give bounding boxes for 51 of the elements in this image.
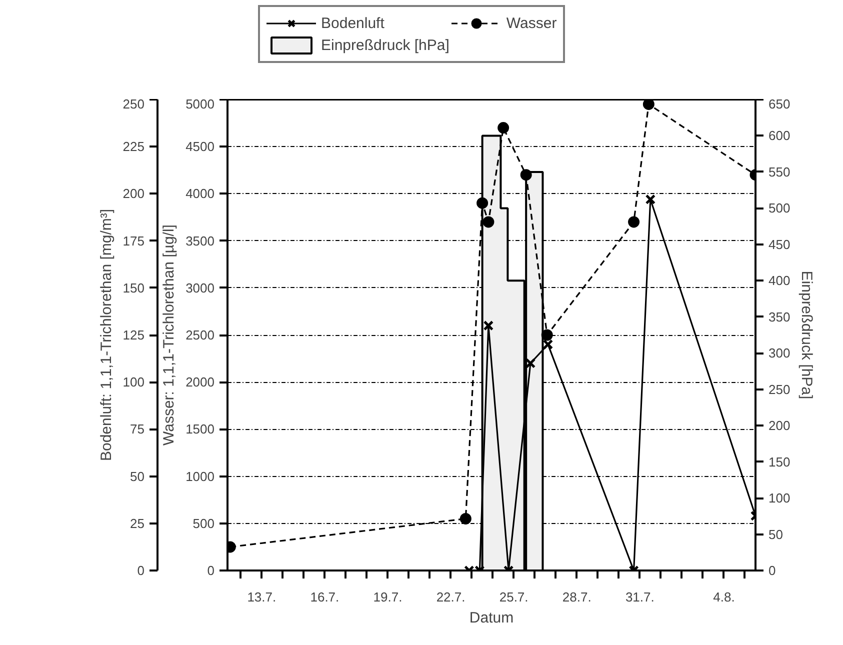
y-tick-label: 4000 xyxy=(186,186,214,202)
y3-tick-label: 125 xyxy=(122,328,145,342)
y3-tick-label: 175 xyxy=(122,233,145,248)
y3-tick-label: 100 xyxy=(122,374,145,390)
y2-tick-label: 250 xyxy=(768,382,790,397)
y-tick-label: 5000 xyxy=(186,96,214,112)
x-axis-title: Datum xyxy=(469,610,514,626)
x-tick-label: 25.7. xyxy=(499,590,528,604)
y-tick-label: 0 xyxy=(207,563,215,578)
x-tick-label: 13.7. xyxy=(247,590,276,604)
x-tick-label: 22.7. xyxy=(436,590,466,604)
y3-tick-label: 75 xyxy=(130,422,145,437)
y2-tick-label: 50 xyxy=(768,526,783,542)
y-tick-label: 2000 xyxy=(186,374,214,390)
y2-tick-label: 150 xyxy=(768,454,790,470)
y2-tick-label: 300 xyxy=(768,346,790,361)
y3-tick-label: 200 xyxy=(122,186,145,202)
y-tick-label: 3500 xyxy=(186,233,214,248)
y2-tick-label: 500 xyxy=(768,200,790,216)
y3-tick-label: 250 xyxy=(122,96,145,112)
y3-tick-label: 150 xyxy=(122,280,145,296)
y2-axis-title: Einpreßdruck [hPa] xyxy=(798,270,816,400)
y2-tick-label: 600 xyxy=(768,128,790,144)
y-tick-label: 2500 xyxy=(186,328,214,342)
y3-tick-label: 0 xyxy=(137,563,145,578)
x-tick-label: 28.7. xyxy=(562,590,592,604)
y-tick-label: 1500 xyxy=(186,422,214,437)
legend-label: Bodenluft xyxy=(321,14,384,32)
y-tick-label: 1000 xyxy=(186,468,214,484)
x-tick-label: 16.7. xyxy=(310,590,340,604)
legend-label: Wasser xyxy=(506,14,557,32)
legend-label: Einpreßdruck [hPa] xyxy=(321,36,450,54)
x-tick-label: 19.7. xyxy=(373,590,402,604)
y-tick-label: 3000 xyxy=(186,280,214,296)
y3-axis-title: Bodenluft: 1,1,1-Trichlorethan [mg/m³] xyxy=(98,208,115,462)
y2-tick-label: 450 xyxy=(768,236,790,252)
y-axis-title: Wasser: 1,1,1-Trichlorethan [µg/l] xyxy=(160,224,178,446)
x-tick-label: 4.8. xyxy=(713,590,735,604)
y-tick-label: 500 xyxy=(192,516,215,531)
y-tick-label: 4500 xyxy=(186,139,214,154)
y3-tick-label: 50 xyxy=(130,468,145,484)
y2-tick-label: 350 xyxy=(768,309,790,324)
y3-tick-label: 225 xyxy=(122,139,145,154)
y2-tick-label: 0 xyxy=(768,563,776,578)
x-tick-label: 31.7. xyxy=(625,590,654,604)
y3-tick-label: 25 xyxy=(130,516,145,531)
y2-tick-label: 200 xyxy=(768,418,790,434)
y2-tick-label: 650 xyxy=(768,96,790,112)
y2-tick-label: 400 xyxy=(768,273,790,288)
y2-tick-label: 100 xyxy=(768,490,790,506)
y2-tick-label: 550 xyxy=(768,164,790,180)
